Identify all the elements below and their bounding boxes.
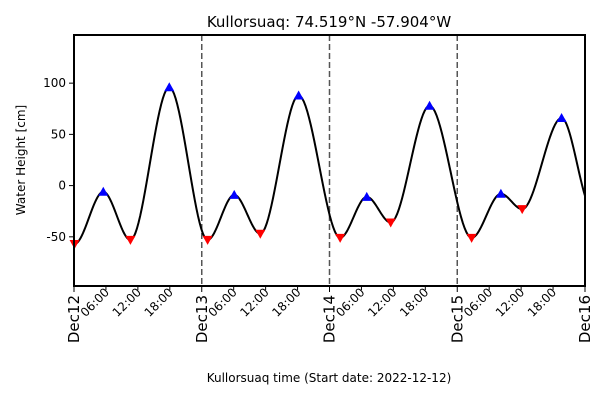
- x-hour-tick-label: 12:00: [493, 285, 527, 319]
- high-tide-marker: [293, 90, 304, 100]
- high-tide-marker: [361, 191, 372, 201]
- x-hour-tick-label: 18:00: [525, 285, 559, 319]
- high-tide-marker: [164, 82, 175, 92]
- low-tide-marker: [517, 205, 528, 215]
- low-tide-marker: [202, 235, 213, 245]
- x-hour-tick-label: 18:00: [397, 285, 431, 319]
- high-tide-marker: [495, 188, 506, 198]
- low-tide-marker: [125, 235, 136, 245]
- y-axis-label: Water Height [cm]: [14, 105, 28, 215]
- x-axis-label: Kullorsuaq time (Start date: 2022-12-12): [207, 371, 452, 385]
- y-tick-label: 0: [58, 179, 66, 193]
- low-tide-marker: [466, 233, 477, 243]
- y-tick-label: 50: [51, 127, 66, 141]
- low-tide-marker: [385, 218, 396, 228]
- x-hour-tick-label: 18:00: [142, 285, 176, 319]
- y-tick-label: 100: [43, 76, 66, 90]
- low-tide-marker: [255, 229, 266, 239]
- low-tide-marker: [335, 233, 346, 243]
- x-day-tick-label: Dec16: [576, 295, 594, 343]
- x-day-tick-label: Dec13: [193, 295, 211, 343]
- chart-title: Kullorsuaq: 74.519°N -57.904°W: [207, 13, 452, 31]
- x-day-tick-label: Dec15: [448, 295, 466, 343]
- separator-layer: [201, 35, 458, 286]
- high-tide-marker: [424, 100, 435, 110]
- high-tide-marker: [98, 186, 109, 196]
- tide-markers: [69, 82, 567, 249]
- x-day-tick-label: Dec14: [321, 295, 339, 343]
- high-tide-marker: [556, 112, 567, 122]
- x-hour-tick-label: 12:00: [110, 285, 144, 319]
- y-tick-label: -50: [46, 230, 66, 244]
- x-day-tick-label: Dec12: [65, 295, 83, 343]
- x-hour-tick-label: 12:00: [237, 285, 271, 319]
- x-hour-tick-label: 12:00: [365, 285, 399, 319]
- high-tide-marker: [229, 189, 240, 199]
- x-hour-tick-label: 18:00: [269, 285, 303, 319]
